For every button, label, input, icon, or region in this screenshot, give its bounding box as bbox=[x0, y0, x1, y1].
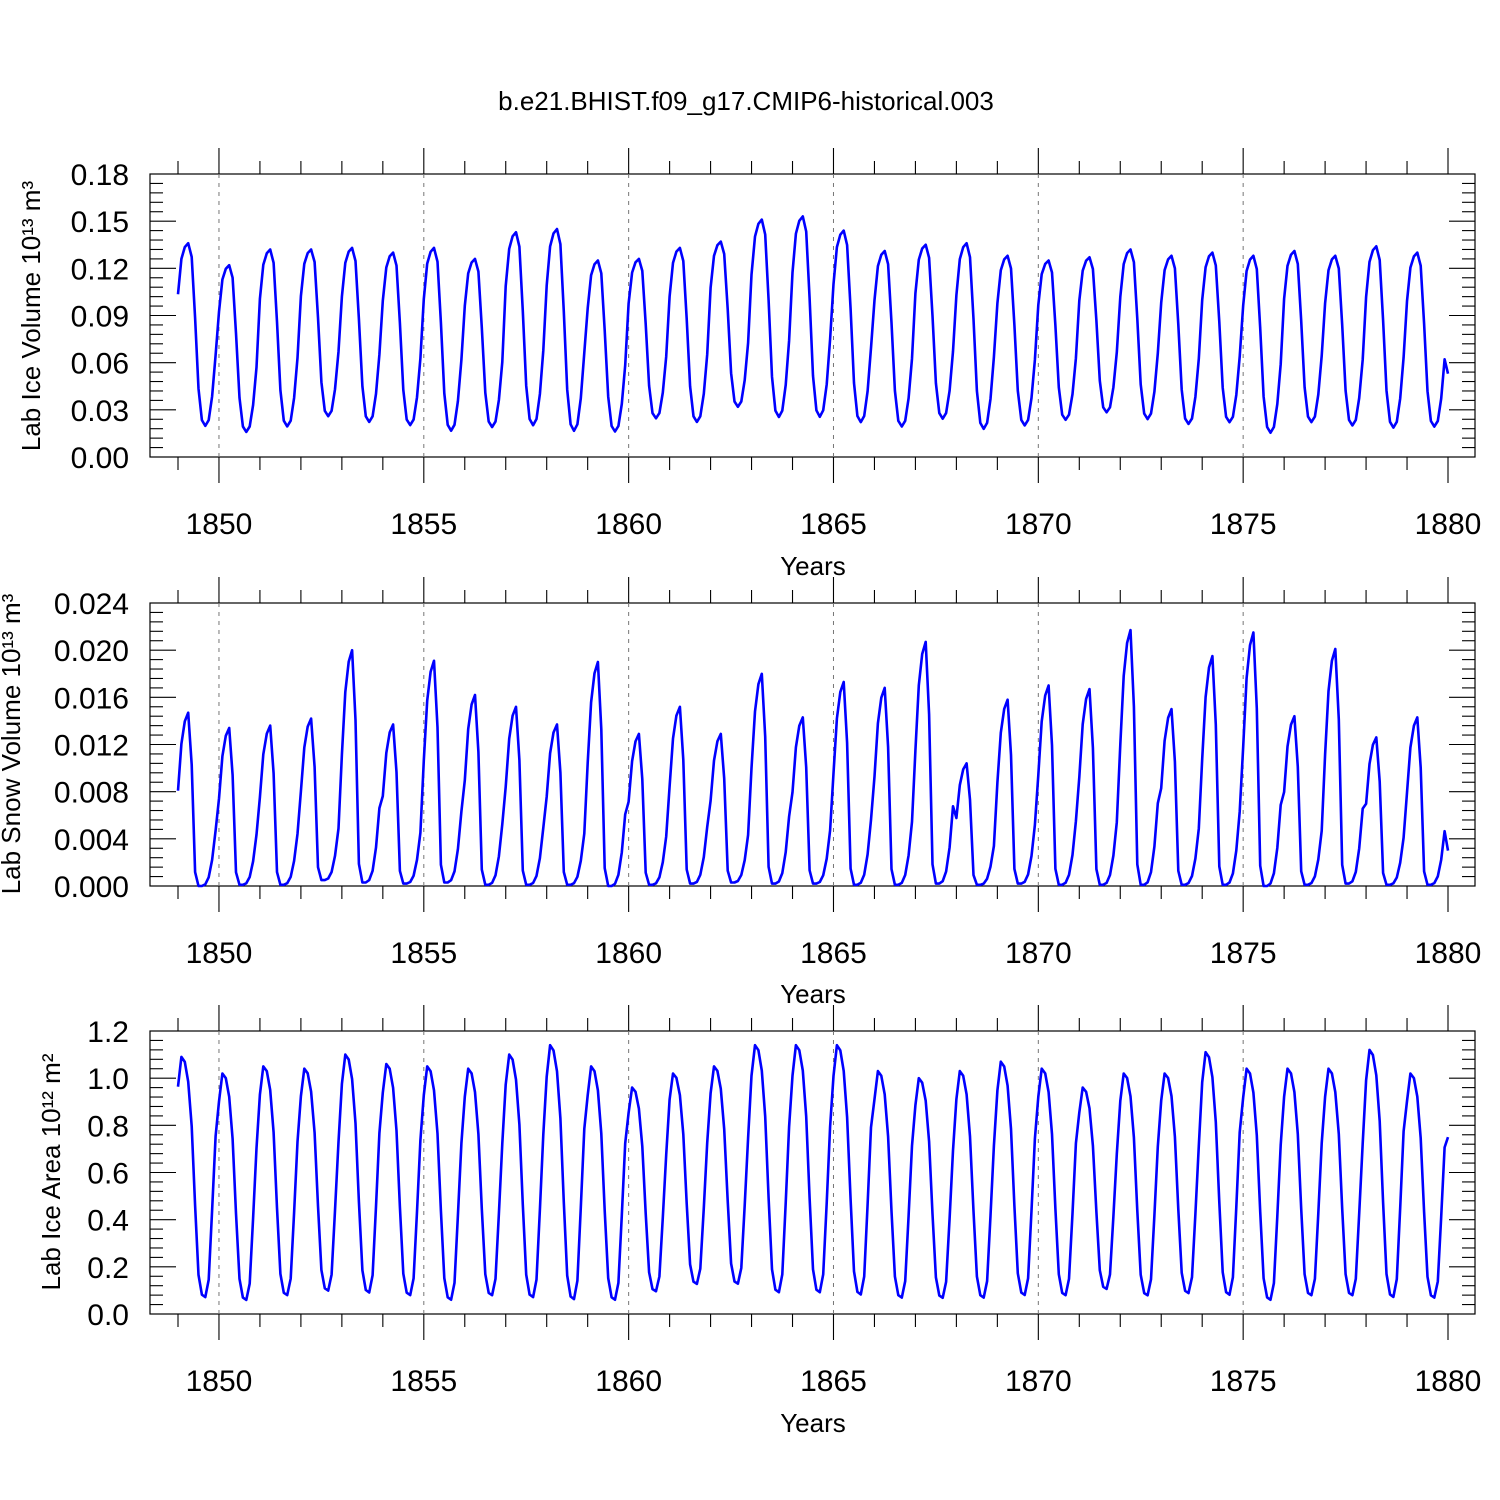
x-tick-label: 1865 bbox=[800, 1365, 867, 1398]
y-tick-label: 0.2 bbox=[87, 1252, 129, 1285]
y-tick-label: 0.0 bbox=[87, 1299, 129, 1332]
y-tick-label: 0.06 bbox=[71, 348, 129, 381]
figure-title: b.e21.BHIST.f09_g17.CMIP6-historical.003 bbox=[498, 86, 994, 116]
x-tick-label: 1850 bbox=[186, 1365, 253, 1398]
x-tick-label: 1870 bbox=[1005, 937, 1072, 970]
y-tick-label: 0.6 bbox=[87, 1158, 129, 1191]
x-tick-label: 1870 bbox=[1005, 508, 1072, 541]
y-tick-label: 0.09 bbox=[71, 301, 129, 334]
x-tick-label: 1880 bbox=[1415, 1365, 1482, 1398]
y-tick-label: 0.024 bbox=[54, 588, 129, 621]
x-tick-label: 1880 bbox=[1415, 508, 1482, 541]
y-tick-label: 0.00 bbox=[71, 442, 129, 475]
x-tick-labels: 1850 1855 1860 1865 1870 1875 1880 bbox=[186, 1365, 1482, 1398]
y-tick-label: 0.004 bbox=[54, 824, 129, 857]
x-axis-label: Years bbox=[780, 979, 846, 1009]
x-tick-label: 1855 bbox=[390, 508, 457, 541]
x-tick-label: 1875 bbox=[1210, 1365, 1277, 1398]
y-tick-label: 0.008 bbox=[54, 777, 129, 810]
x-tick-label: 1875 bbox=[1210, 937, 1277, 970]
x-tick-label: 1860 bbox=[595, 1365, 662, 1398]
x-tick-labels: 1850 1855 1860 1865 1870 1875 1880 bbox=[186, 508, 1482, 541]
x-tick-label: 1860 bbox=[595, 937, 662, 970]
y-tick-label: 1.2 bbox=[87, 1016, 129, 1049]
x-tick-label: 1865 bbox=[800, 937, 867, 970]
y-tick-labels: 0.000 0.004 0.008 0.012 0.016 0.020 0.024 bbox=[54, 588, 129, 904]
x-axis-label: Years bbox=[780, 1408, 846, 1438]
x-tick-label: 1855 bbox=[390, 937, 457, 970]
series-line bbox=[176, 215, 1450, 434]
y-tick-label: 1.0 bbox=[87, 1063, 129, 1096]
series-line bbox=[176, 628, 1450, 888]
x-tick-label: 1855 bbox=[390, 1365, 457, 1398]
y-tick-label: 0.03 bbox=[71, 395, 129, 428]
x-tick-label: 1865 bbox=[800, 508, 867, 541]
series-line bbox=[176, 1043, 1450, 1302]
y-tick-label: 0.15 bbox=[71, 206, 129, 239]
x-tick-label: 1860 bbox=[595, 508, 662, 541]
y-tick-label: 0.012 bbox=[54, 730, 129, 763]
x-tick-label: 1870 bbox=[1005, 1365, 1072, 1398]
x-tick-label: 1875 bbox=[1210, 508, 1277, 541]
y-tick-label: 0.000 bbox=[54, 871, 129, 904]
panel-ice-volume: 1850 1855 1860 1865 1870 1875 1880 0.000.030.0… bbox=[16, 148, 1481, 581]
y-axis-label: Lab Ice Volume 10¹³ m³ bbox=[16, 181, 46, 452]
x-tick-label: 1850 bbox=[186, 937, 253, 970]
y-tick-label: 0.4 bbox=[87, 1205, 129, 1238]
panel-snow-volume: 1850 1855 1860 1865 1870 1875 1880 0.0000.0040… bbox=[0, 577, 1481, 1009]
y-axis-label: Lab Ice Area 10¹² m² bbox=[36, 1053, 66, 1290]
y-tick-label: 0.8 bbox=[87, 1110, 129, 1143]
panel-ice-area: 1850 1855 1860 1865 1870 1875 1880 0.00.20.40.… bbox=[36, 1005, 1481, 1438]
y-tick-label: 0.18 bbox=[71, 159, 129, 192]
x-tick-label: 1850 bbox=[186, 508, 253, 541]
plot-frame bbox=[149, 602, 1476, 887]
x-tick-label: 1880 bbox=[1415, 937, 1482, 970]
y-tick-label: 0.12 bbox=[71, 253, 129, 286]
x-tick-labels: 1850 1855 1860 1865 1870 1875 1880 bbox=[186, 937, 1482, 970]
y-tick-label: 0.020 bbox=[54, 635, 129, 668]
y-tick-labels: 0.0 0.2 0.4 0.6 0.8 1.0 1.2 bbox=[87, 1016, 129, 1332]
x-axis-label: Years bbox=[780, 551, 846, 581]
y-tick-label: 0.016 bbox=[54, 682, 129, 715]
y-tick-labels: 0.00 0.03 0.06 0.09 0.12 0.15 0.18 bbox=[71, 159, 129, 475]
y-axis-label: Lab Snow Volume 10¹³ m³ bbox=[0, 593, 26, 894]
